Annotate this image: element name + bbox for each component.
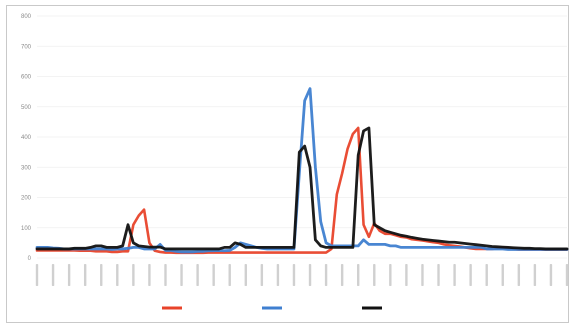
- y-tick-label: 200: [21, 196, 32, 202]
- x-tick-label: [308, 264, 312, 286]
- y-tick-label: 500: [21, 105, 32, 111]
- x-tick-label: [437, 264, 440, 286]
- x-tick-label: [276, 264, 280, 286]
- x-tick-label: [517, 264, 521, 286]
- y-tick-label: 700: [21, 44, 32, 50]
- x-tick-label: [67, 264, 71, 286]
- x-tick-label: [260, 264, 264, 286]
- x-tick-label: [292, 264, 296, 286]
- y-tick-label: 300: [21, 165, 32, 171]
- y-tick-label: 400: [21, 135, 32, 141]
- x-tick-label: [148, 264, 151, 286]
- x-tick-label: [469, 264, 472, 286]
- x-tick-label: [421, 264, 424, 286]
- series-line-3: [35, 126, 569, 251]
- x-tick-label: [533, 264, 537, 286]
- x-tick-label: [389, 264, 392, 286]
- x-tick-label: [35, 264, 39, 286]
- x-tick-label: [324, 264, 328, 286]
- x-tick-label: [51, 264, 55, 286]
- x-tick-label: [100, 264, 103, 286]
- series-line-2: [35, 87, 569, 254]
- x-tick-label: [83, 264, 87, 286]
- chart-frame: 0 100 200 300 400 500 600 700 800: [6, 5, 569, 323]
- x-tick-label: [132, 264, 135, 286]
- y-tick-label: 600: [21, 75, 32, 81]
- x-tick-label: [485, 264, 488, 286]
- y-tick-label: 800: [21, 14, 32, 20]
- y-tick-label: 0: [28, 256, 32, 262]
- x-tick-label: [340, 264, 344, 286]
- x-tick-label: [549, 264, 553, 286]
- x-tick-label: [501, 264, 504, 286]
- x-tick-label: [212, 264, 215, 286]
- x-tick-label: [196, 264, 199, 286]
- line-chart: 0 100 200 300 400 500 600 700 800: [21, 14, 569, 310]
- x-tick-label: [228, 264, 231, 286]
- series-line-1: [35, 126, 569, 255]
- x-tick-label: [373, 264, 376, 286]
- y-tick-label: 100: [21, 226, 32, 232]
- x-tick-label: [357, 264, 360, 286]
- x-tick-label: [565, 264, 569, 286]
- x-tick-label: [116, 264, 119, 286]
- x-tick-label: [180, 264, 183, 286]
- x-tick-label: [405, 264, 408, 286]
- x-tick-label: [244, 264, 247, 286]
- x-tick-label: [453, 264, 456, 286]
- x-tick-label: [164, 264, 167, 286]
